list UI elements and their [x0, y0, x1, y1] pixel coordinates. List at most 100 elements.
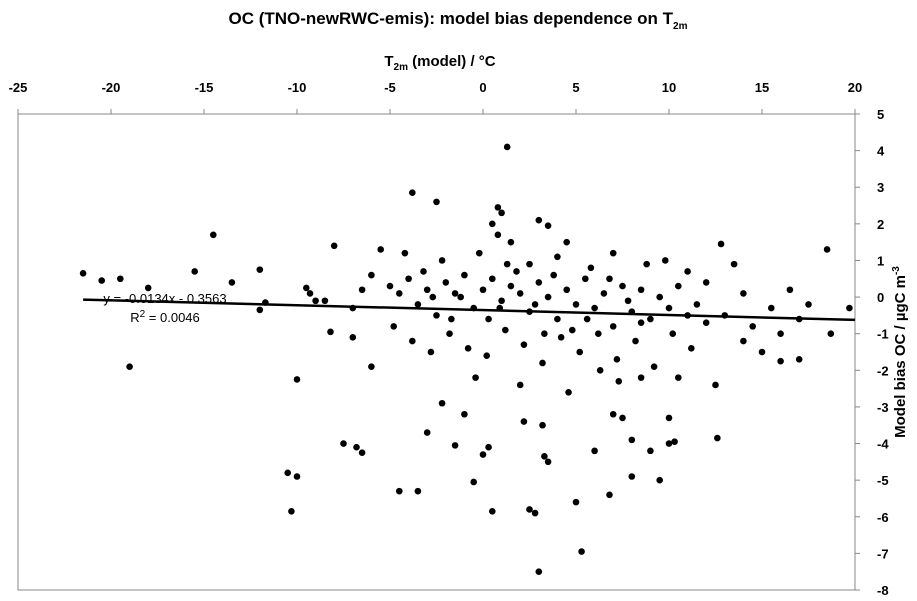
scatter-point: [472, 374, 479, 381]
y-tick-label: -5: [877, 473, 889, 488]
scatter-point: [433, 312, 440, 319]
scatter-point: [596, 367, 604, 374]
scatter-point: [565, 388, 572, 396]
x-tick-label: 20: [848, 80, 862, 95]
scatter-point: [587, 264, 595, 272]
scatter-point: [368, 363, 375, 370]
scatter-point: [386, 282, 394, 290]
scatter-point: [303, 284, 310, 292]
scatter-point: [516, 290, 524, 297]
scatter-point: [144, 284, 152, 292]
scatter-point: [714, 434, 721, 442]
scatter-point: [805, 301, 812, 308]
scatter-point: [494, 231, 502, 239]
x-tick-label: -20: [102, 80, 121, 95]
x-label-text: (model) / °C: [408, 53, 496, 70]
scatter-point: [340, 440, 347, 447]
scatter-point: [671, 438, 678, 446]
scatter-point: [461, 271, 468, 279]
scatter-point: [544, 458, 552, 466]
y-label-superscript: -3: [891, 266, 902, 275]
scatter-point: [520, 341, 528, 348]
x-label-text: T: [384, 53, 393, 70]
scatter-point: [503, 260, 511, 268]
scatter-point: [464, 345, 472, 352]
scatter-point: [539, 359, 546, 367]
y-tick-label: 3: [877, 180, 884, 195]
scatter-point: [609, 249, 617, 257]
scatter-point: [503, 143, 511, 151]
scatter-point: [502, 326, 509, 334]
scatter-point: [643, 260, 650, 268]
y-tick-label: -4: [877, 437, 889, 452]
scatter-point: [541, 453, 548, 460]
scatter-point: [795, 356, 803, 363]
scatter-point: [684, 268, 691, 275]
y-tick-label: 2: [877, 217, 884, 232]
scatter-point: [632, 337, 639, 345]
scatter-point: [576, 348, 584, 356]
scatter-point: [665, 440, 673, 447]
scatter-point: [637, 286, 645, 294]
scatter-point: [483, 352, 491, 359]
scatter-point: [438, 257, 446, 264]
scatter-point: [624, 297, 632, 305]
scatter-point: [358, 449, 366, 456]
scatter-point: [777, 330, 784, 337]
scatter-point: [485, 315, 492, 323]
scatter-point: [498, 297, 505, 305]
scatter-point: [609, 323, 617, 330]
trend-line: [83, 298, 856, 322]
scatter-point: [79, 269, 87, 277]
scatter-point: [550, 271, 557, 279]
scatter-point: [656, 476, 663, 484]
scatter-point: [827, 330, 835, 337]
scatter-point: [669, 330, 677, 337]
scatter-point: [758, 348, 766, 356]
y-tick-label: -6: [877, 510, 889, 525]
scatter-point: [479, 451, 487, 458]
scatter-point: [535, 568, 543, 575]
scatter-point: [489, 507, 496, 515]
x-tick-label: -25: [9, 80, 28, 95]
scatter-point: [306, 290, 314, 297]
scatter-point: [568, 326, 576, 334]
scatter-point: [531, 509, 539, 517]
scatter-point: [628, 473, 636, 480]
scatter-point: [353, 443, 360, 451]
scatter-point: [377, 246, 385, 253]
scatter-point: [507, 282, 515, 290]
x-tick-label: 5: [572, 80, 579, 95]
scatter-point: [650, 363, 658, 370]
x-axis-label: T2m (model) / °C: [384, 53, 495, 73]
scatter-point: [619, 282, 626, 290]
scatter-point: [613, 356, 621, 363]
scatter-point: [661, 257, 669, 264]
scatter-point: [541, 330, 548, 337]
scatter-point: [717, 240, 725, 248]
scatter-point: [539, 421, 546, 429]
scatter-point: [446, 330, 453, 337]
y-axis-label: Model bias OC / µgC m-3: [891, 266, 909, 438]
y-tick-label: -1: [877, 327, 889, 342]
scatter-point: [520, 418, 528, 425]
scatter-point: [606, 275, 613, 283]
scatter-point: [609, 410, 617, 418]
scatter-point: [429, 293, 437, 301]
scatter-point: [740, 337, 747, 345]
scatter-point: [656, 293, 663, 301]
scatter-point: [438, 399, 446, 407]
y-tick-label: 4: [877, 144, 885, 159]
scatter-point: [498, 209, 505, 217]
r-squared-annotation: R2 = 0.0046: [130, 309, 200, 325]
scatter-point: [606, 491, 613, 499]
scatter-point: [461, 410, 468, 418]
scatter-point: [712, 381, 719, 389]
scatter-point: [583, 315, 591, 323]
scatter-point: [442, 279, 450, 286]
scatter-point: [688, 345, 695, 352]
scatter-point: [457, 293, 464, 301]
scatter-point: [117, 275, 124, 283]
scatter-point: [330, 242, 338, 250]
